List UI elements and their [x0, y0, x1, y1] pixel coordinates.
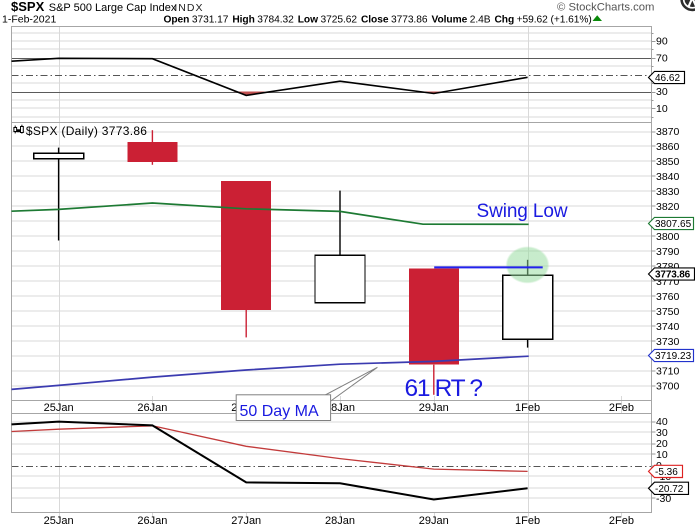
svg-text:-30: -30	[656, 493, 671, 505]
svg-text:2Feb: 2Feb	[609, 402, 634, 414]
svg-text:3750: 3750	[656, 306, 680, 318]
svg-text:1Feb: 1Feb	[515, 515, 540, 527]
svg-text:26Jan: 26Jan	[137, 402, 167, 414]
svg-text:29Jan: 29Jan	[419, 402, 449, 414]
svg-text:10: 10	[656, 103, 668, 115]
svg-text:3730: 3730	[656, 336, 680, 348]
svg-text:3840: 3840	[656, 171, 680, 183]
svg-text:29Jan: 29Jan	[419, 515, 449, 527]
svg-text:25Jan: 25Jan	[44, 515, 74, 527]
svg-text:3700: 3700	[656, 381, 680, 393]
svg-text:3870: 3870	[656, 126, 680, 138]
svg-text:3773.86: 3773.86	[655, 270, 691, 281]
svg-text:3790: 3790	[656, 246, 680, 258]
svg-text:46.62: 46.62	[655, 73, 680, 84]
svg-text:3760: 3760	[656, 291, 680, 303]
svg-text:70: 70	[656, 53, 668, 65]
svg-text:3830: 3830	[656, 186, 680, 198]
svg-text:28Jan: 28Jan	[325, 515, 355, 527]
svg-text:© StockCharts.com: © StockCharts.com	[557, 2, 654, 14]
svg-text:1Feb: 1Feb	[515, 402, 540, 414]
svg-text:30: 30	[656, 427, 668, 439]
svg-text:3710: 3710	[656, 366, 680, 378]
svg-text:3719.23: 3719.23	[655, 351, 692, 362]
svg-text:3850: 3850	[656, 156, 680, 168]
svg-text:1-Feb-2021: 1-Feb-2021	[2, 14, 56, 26]
svg-text:3820: 3820	[656, 201, 680, 213]
svg-text:27Jan: 27Jan	[231, 515, 261, 527]
svg-text:26Jan: 26Jan	[137, 515, 167, 527]
svg-text:-5.36: -5.36	[655, 467, 678, 478]
svg-text:20: 20	[656, 438, 668, 450]
svg-text:50 Day MA: 50 Day MA	[240, 403, 319, 420]
svg-text:25Jan: 25Jan	[44, 402, 74, 414]
svg-text:3800: 3800	[656, 231, 680, 243]
svg-text:61 RT ?: 61 RT ?	[405, 375, 483, 402]
svg-text:3860: 3860	[656, 141, 680, 153]
svg-text:3807.65: 3807.65	[655, 219, 692, 230]
svg-text:Swing Low: Swing Low	[477, 201, 568, 222]
svg-text:40: 40	[656, 416, 668, 428]
svg-text:10: 10	[656, 449, 668, 461]
svg-text:$SPX (Daily) 3773.86: $SPX (Daily) 3773.86	[26, 124, 147, 138]
svg-text:30: 30	[656, 86, 668, 98]
svg-text:90: 90	[656, 36, 668, 48]
svg-text:2Feb: 2Feb	[609, 515, 634, 527]
svg-text:-20.72: -20.72	[655, 484, 684, 495]
svg-text:3740: 3740	[656, 321, 680, 333]
svg-text:28Jan: 28Jan	[325, 402, 355, 414]
